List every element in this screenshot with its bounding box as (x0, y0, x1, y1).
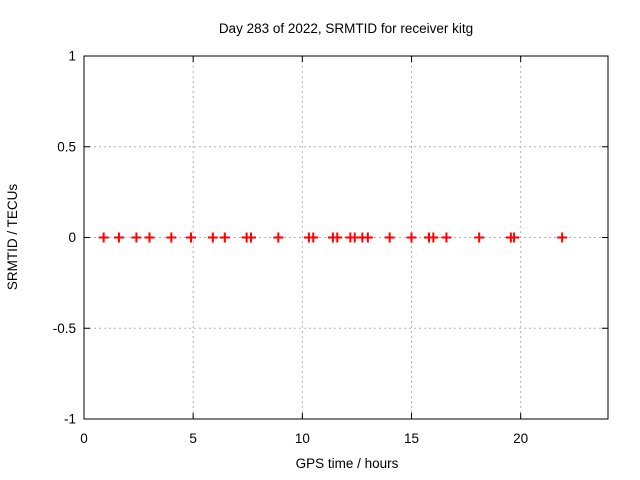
y-tick-label: -0.5 (53, 321, 76, 336)
data-point-marker (207, 232, 218, 243)
data-point-marker (273, 232, 284, 243)
data-point-marker (113, 232, 124, 243)
data-point-marker (362, 232, 373, 243)
x-tick-label: 5 (189, 431, 197, 446)
data-series (98, 232, 568, 243)
data-point-marker (384, 232, 395, 243)
y-tick-label: -1 (64, 412, 76, 427)
chart-title: Day 283 of 2022, SRMTID for receiver kit… (219, 21, 473, 36)
y-tick-label: 0 (68, 230, 76, 245)
data-point-marker (474, 232, 485, 243)
data-point-marker (557, 232, 568, 243)
data-point-marker (332, 232, 343, 243)
x-tick-label: 20 (513, 431, 528, 446)
data-point-marker (166, 232, 177, 243)
plot-border (83, 55, 609, 420)
data-point-marker (219, 232, 230, 243)
y-axis-label: SRMTID / TECUs (5, 184, 20, 291)
data-point-marker (131, 232, 142, 243)
data-point-marker (185, 232, 196, 243)
data-point-marker (509, 232, 520, 243)
data-point-marker (246, 232, 257, 243)
x-tick-label: 0 (80, 431, 88, 446)
x-tick-label: 15 (404, 431, 419, 446)
data-point-marker (308, 232, 319, 243)
x-tick-label: 10 (295, 431, 310, 446)
x-axis-label: GPS time / hours (296, 456, 399, 471)
data-point-marker (144, 232, 155, 243)
data-point-marker (98, 232, 109, 243)
data-point-marker (428, 232, 439, 243)
data-point-marker (441, 232, 452, 243)
y-tick-label: 1 (68, 49, 76, 64)
data-point-marker (406, 232, 417, 243)
tick-labels: 0 5 10 15 20 -1 -0.5 0 0.5 1 (53, 49, 528, 447)
y-tick-label: 0.5 (57, 139, 76, 154)
